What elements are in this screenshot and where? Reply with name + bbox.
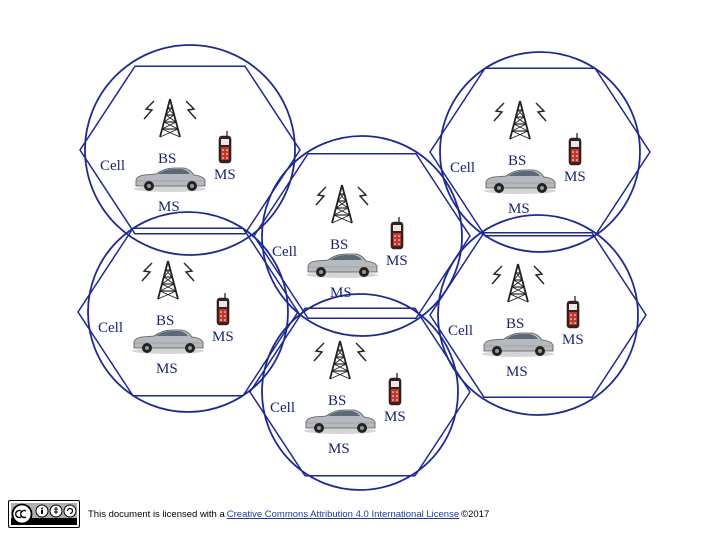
base-station-label: BS bbox=[156, 313, 174, 329]
license-year-text: ©2017 bbox=[461, 508, 490, 520]
coverage-circle bbox=[87, 211, 289, 413]
coverage-circle bbox=[261, 135, 463, 337]
mobile-phone-icon bbox=[216, 292, 230, 326]
cell-mid-left: Cell BS MS MS bbox=[77, 211, 299, 413]
base-station-tower-icon bbox=[141, 260, 195, 300]
cellular-network-diagram: Cell BS MS MS Cell BS MS MS Cell BS MS MS Cell BS MS MS… bbox=[77, 44, 651, 491]
mobile-phone-icon bbox=[218, 130, 232, 164]
car-icon bbox=[133, 167, 207, 193]
base-station-tower-icon bbox=[315, 184, 369, 224]
cell-label: Cell bbox=[98, 320, 123, 336]
coverage-circle bbox=[439, 51, 641, 253]
base-station-tower-icon bbox=[143, 98, 197, 138]
mobile-station-phone-label: MS bbox=[214, 167, 236, 183]
cell-label: Cell bbox=[450, 160, 475, 176]
car-icon bbox=[303, 409, 377, 435]
cell-hexagon bbox=[429, 67, 651, 237]
mobile-station-car-label: MS bbox=[508, 201, 530, 217]
mobile-station-car-label: MS bbox=[328, 441, 350, 457]
cell-label: Cell bbox=[100, 158, 125, 174]
coverage-circle bbox=[84, 44, 296, 256]
car-icon bbox=[305, 253, 379, 279]
cell-label: Cell bbox=[272, 244, 297, 260]
base-station-label: BS bbox=[330, 237, 348, 253]
mobile-station-phone-label: MS bbox=[386, 253, 408, 269]
coverage-circle bbox=[437, 214, 639, 416]
mobile-station-phone-label: MS bbox=[212, 329, 234, 345]
cell-hexagon bbox=[249, 307, 471, 477]
car-icon bbox=[481, 332, 555, 358]
cell-hexagon bbox=[79, 65, 301, 235]
cell-mid-right: Cell BS MS MS bbox=[429, 214, 647, 416]
cell-bottom: Cell BS MS MS bbox=[249, 293, 471, 491]
mobile-station-phone-label: MS bbox=[564, 169, 586, 185]
cell-top-right: Cell BS MS MS bbox=[429, 51, 651, 253]
license-footer: This document is licensed with a Creativ… bbox=[8, 500, 490, 528]
base-station-label: BS bbox=[508, 153, 526, 169]
car-icon bbox=[131, 329, 205, 355]
mobile-station-phone-label: MS bbox=[562, 332, 584, 348]
base-station-label: BS bbox=[158, 151, 176, 167]
mobile-station-car-label: MS bbox=[156, 361, 178, 377]
coverage-circle bbox=[261, 293, 459, 491]
mobile-phone-icon bbox=[566, 295, 580, 329]
mobile-phone-icon bbox=[568, 132, 582, 166]
base-station-tower-icon bbox=[313, 340, 367, 380]
cell-label: Cell bbox=[270, 400, 295, 416]
cell-top-left: Cell BS MS MS bbox=[79, 44, 301, 256]
base-station-label: BS bbox=[506, 316, 524, 332]
mobile-phone-icon bbox=[388, 372, 402, 406]
mobile-station-car-label: MS bbox=[506, 364, 528, 380]
cell-hexagon bbox=[429, 231, 647, 399]
license-link[interactable]: Creative Commons Attribution 4.0 Interna… bbox=[226, 508, 460, 520]
mobile-station-phone-label: MS bbox=[384, 409, 406, 425]
cell-label: Cell bbox=[448, 323, 473, 339]
base-station-label: BS bbox=[328, 393, 346, 409]
base-station-tower-icon bbox=[493, 100, 547, 140]
cc-by-nc-sa-badge bbox=[8, 500, 80, 528]
cc-logo-icon bbox=[11, 503, 77, 525]
base-station-tower-icon bbox=[491, 263, 545, 303]
car-icon bbox=[483, 169, 557, 195]
mobile-station-car-label: MS bbox=[158, 199, 180, 215]
mobile-phone-icon bbox=[390, 216, 404, 250]
license-prefix-text: This document is licensed with a bbox=[88, 508, 225, 520]
